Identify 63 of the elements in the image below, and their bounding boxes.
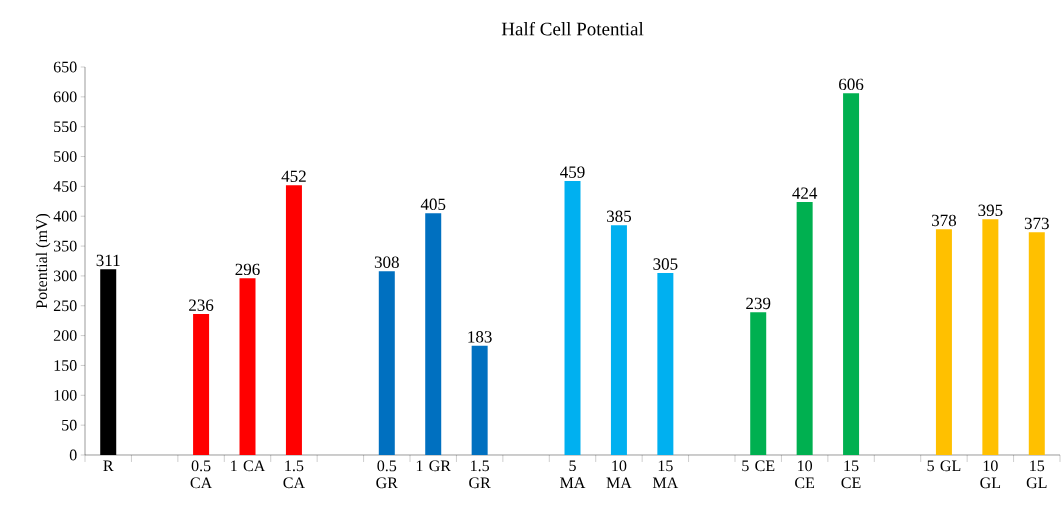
data-label: 308 bbox=[374, 256, 399, 268]
y-tick-label: 550 bbox=[54, 121, 77, 133]
y-tick-label: 650 bbox=[53, 61, 77, 73]
bar bbox=[425, 213, 442, 455]
x-tick-label: 15 MA bbox=[652, 460, 679, 489]
x-tick-label: 1 CA bbox=[231, 460, 266, 472]
y-tick-label: 100 bbox=[54, 389, 77, 401]
bar bbox=[610, 225, 627, 455]
y-tick-label: 300 bbox=[53, 270, 77, 282]
y-tick-label: 400 bbox=[53, 210, 77, 222]
y-tick-label: 150 bbox=[54, 360, 77, 371]
y-tick-label: 350 bbox=[53, 240, 77, 252]
data-label: 239 bbox=[746, 297, 771, 310]
data-label: 378 bbox=[932, 214, 957, 227]
bar bbox=[657, 272, 674, 455]
data-label: 236 bbox=[189, 299, 214, 311]
y-tick-label: 200 bbox=[53, 330, 77, 341]
y-tick-label: 450 bbox=[53, 180, 77, 192]
bar bbox=[564, 181, 581, 455]
bar bbox=[750, 312, 767, 455]
y-axis-title: Potential (mV) bbox=[35, 213, 51, 309]
x-tick-label: 10 MA bbox=[606, 460, 632, 489]
y-tick-label: 600 bbox=[53, 91, 77, 103]
x-tick-label: 15 GL bbox=[1026, 460, 1047, 489]
data-label: 452 bbox=[281, 170, 306, 182]
x-tick-label: 5 GL bbox=[927, 460, 961, 472]
data-label: 385 bbox=[607, 210, 632, 222]
data-label: 183 bbox=[468, 331, 492, 343]
bar bbox=[471, 345, 488, 455]
bar bbox=[239, 278, 256, 455]
bar bbox=[982, 219, 999, 455]
y-tick-label: 250 bbox=[53, 300, 77, 312]
chart-title: Half Cell Potential bbox=[501, 21, 644, 36]
y-tick-label: 50 bbox=[62, 419, 77, 431]
x-tick-label: R bbox=[103, 460, 114, 471]
data-label: 311 bbox=[96, 254, 120, 267]
y-tick-label: 0 bbox=[69, 449, 77, 461]
x-tick-label: 1.5 CA bbox=[283, 460, 305, 489]
y-tick-label: 500 bbox=[54, 151, 77, 162]
bar bbox=[193, 314, 210, 455]
x-tick-label: 1.5 GR bbox=[469, 460, 491, 489]
x-tick-label: 5 CE bbox=[742, 460, 775, 472]
x-tick-label: 5 MA bbox=[560, 460, 586, 488]
x-tick-label: 1 GR bbox=[416, 460, 451, 472]
bar bbox=[1028, 232, 1045, 455]
data-label: 395 bbox=[978, 204, 1003, 217]
data-label: 373 bbox=[1024, 217, 1049, 230]
bar bbox=[843, 93, 860, 455]
bar bbox=[378, 271, 395, 455]
x-tick-label: 10 CE bbox=[795, 460, 815, 489]
data-label: 424 bbox=[792, 187, 818, 199]
data-label: 459 bbox=[560, 166, 585, 178]
bar bbox=[796, 201, 813, 455]
x-tick-label: 10 GL bbox=[980, 460, 1001, 489]
data-label: 305 bbox=[653, 258, 678, 270]
data-label: 296 bbox=[235, 263, 260, 276]
x-tick-label: 0.5 GR bbox=[376, 460, 398, 489]
x-tick-label: 15 CE bbox=[841, 460, 861, 489]
data-label: 606 bbox=[839, 78, 864, 91]
bar bbox=[285, 185, 302, 455]
x-tick-label: 0.5 CA bbox=[190, 460, 213, 489]
bar bbox=[935, 229, 952, 455]
data-label: 405 bbox=[420, 198, 446, 211]
